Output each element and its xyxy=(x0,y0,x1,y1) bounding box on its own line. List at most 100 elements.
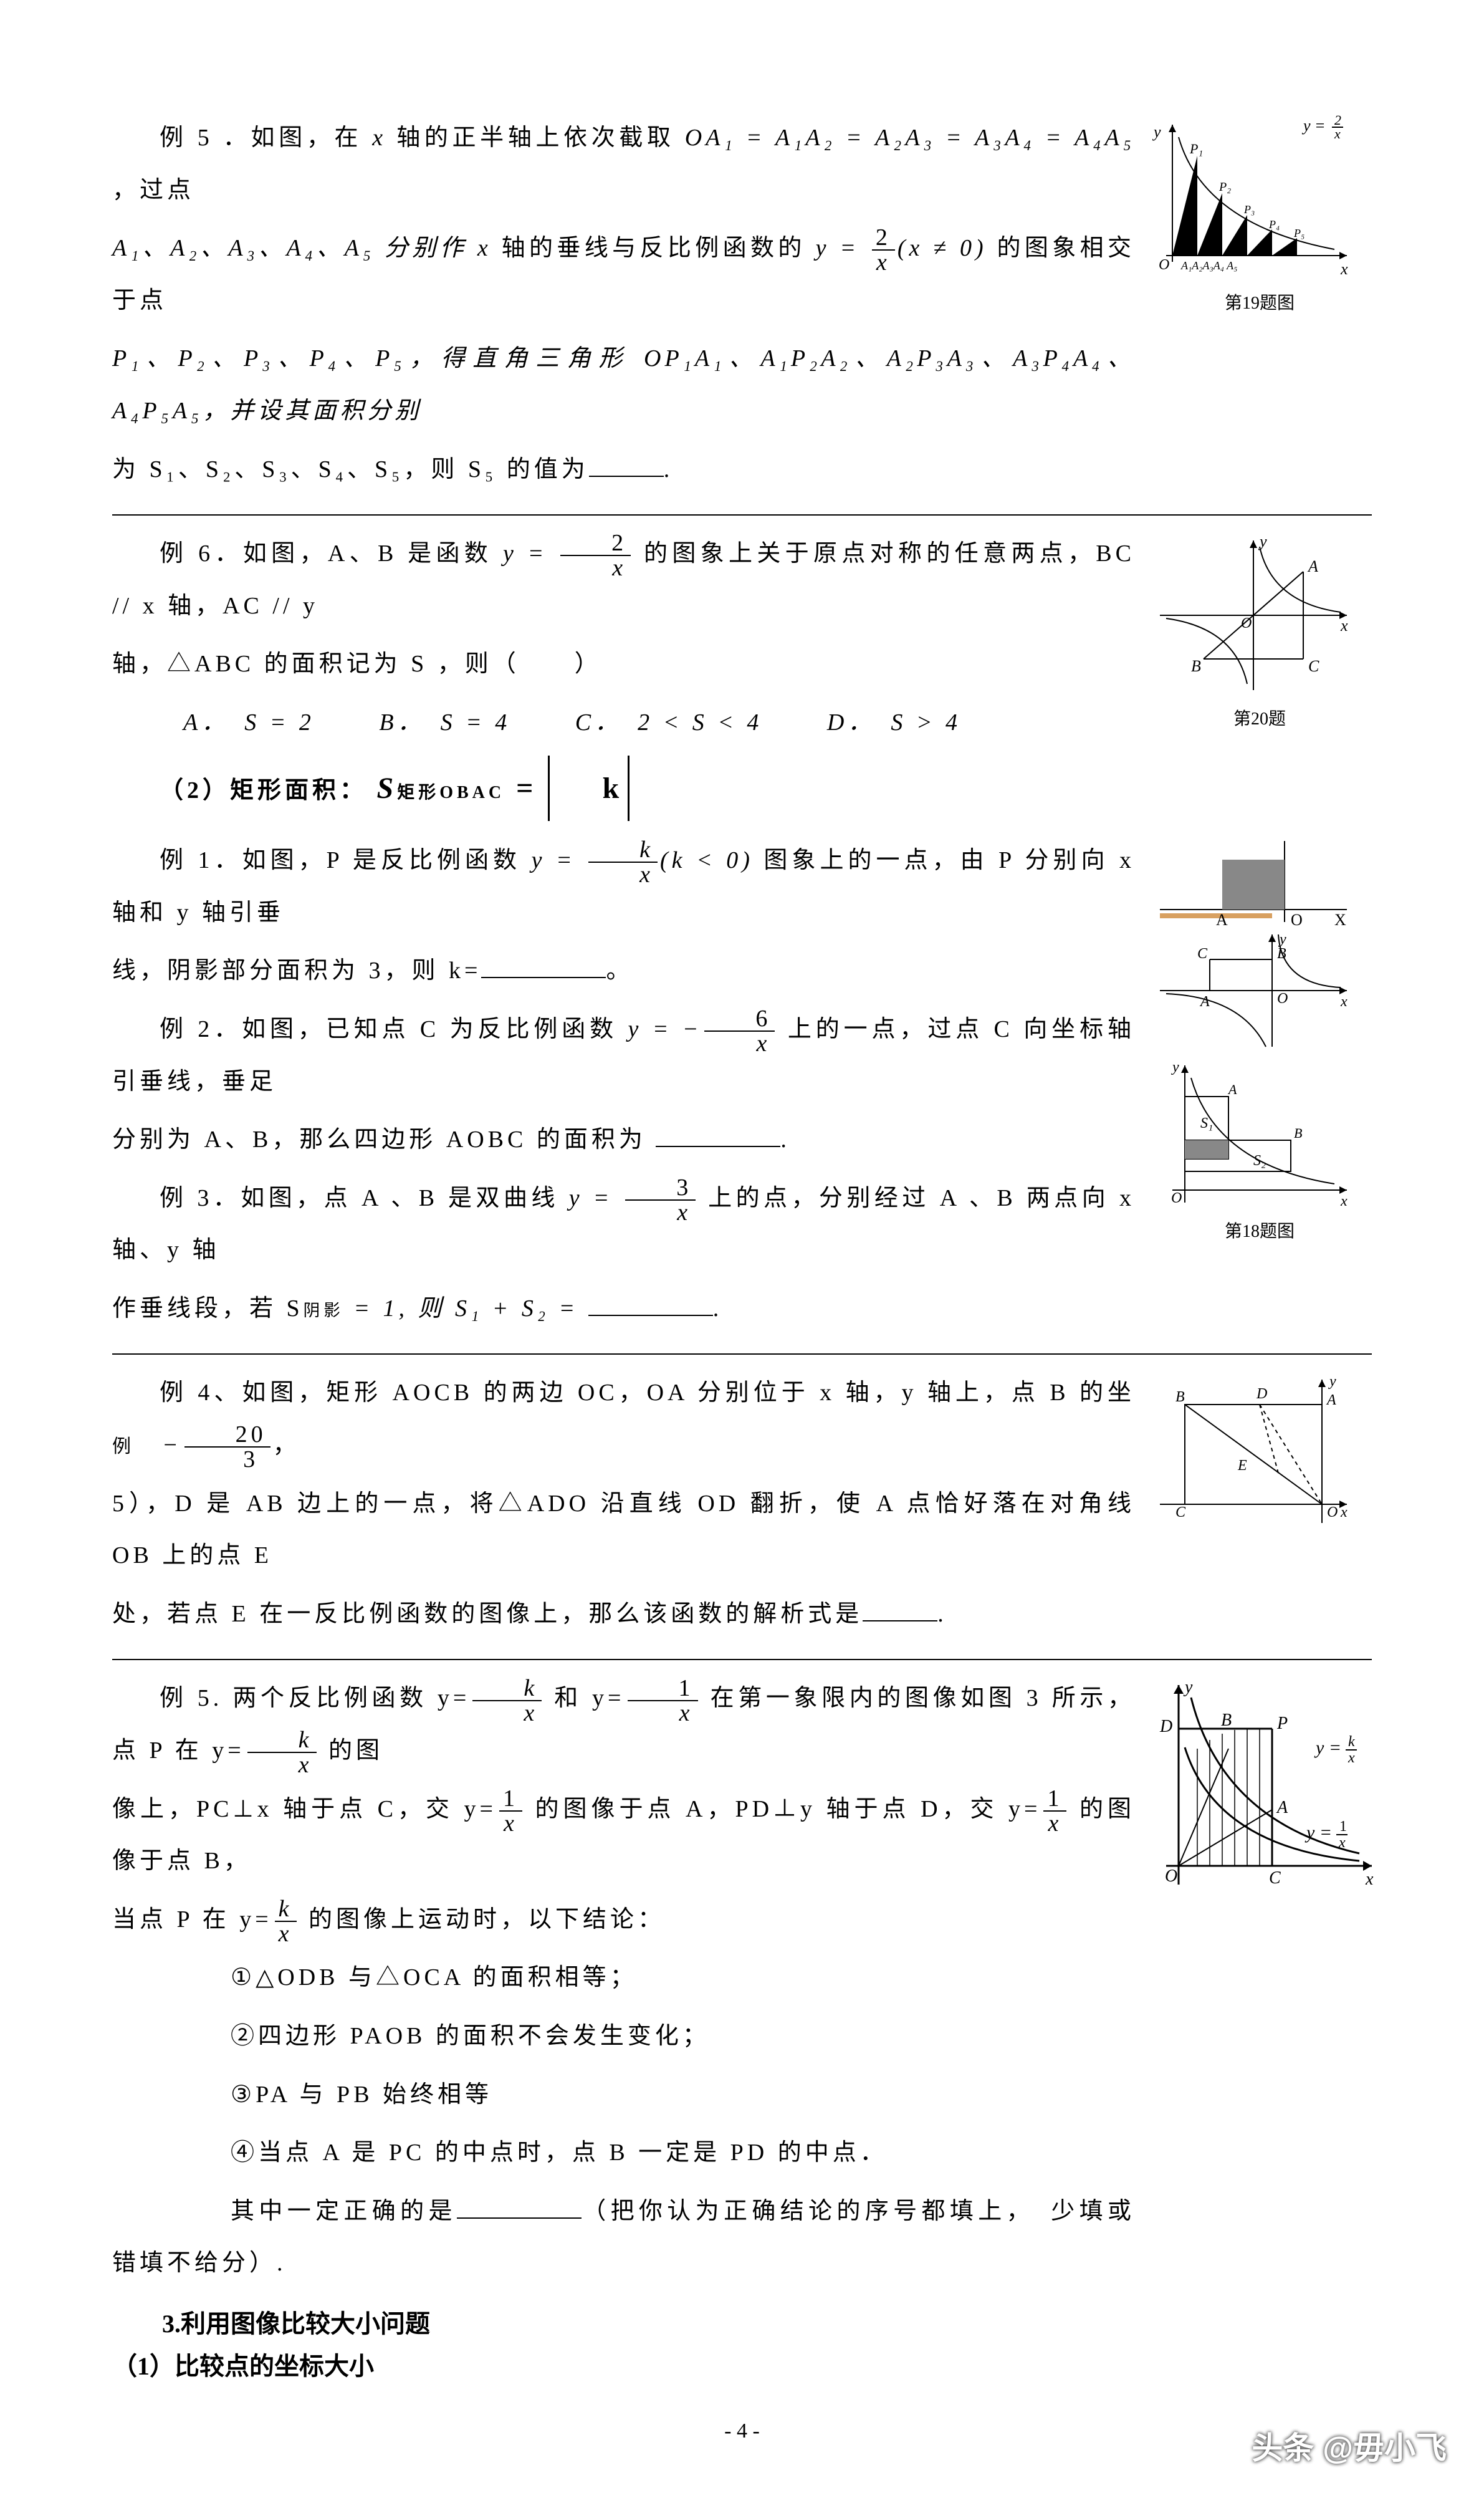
t: 和 y= xyxy=(544,1685,625,1711)
ex6-line2: 轴，△ABC 的面积记为 S ，则（ ） xyxy=(112,638,1135,691)
t: 例 5 ．如图，在 xyxy=(160,125,372,151)
svg-text:x: x xyxy=(1340,1193,1348,1209)
ex5-line4: 为 S₁、S₂、S₃、S₄、S₅，则 S₅ 的值为. xyxy=(112,444,1135,496)
n: k xyxy=(588,838,658,863)
d: x xyxy=(275,1922,297,1946)
ex5-line3: P₁、P₂、P₃、P₄、P₅，得直角三角形 OP₁A₁、A₁P₂A₂、A₂P₃A… xyxy=(112,333,1135,437)
t: 例 5. 两个反比例函数 y= xyxy=(160,1685,470,1711)
t: = 1, 则 S₁ + S₂ = xyxy=(344,1295,588,1322)
t: 处，若点 E 在一反比例函数的图像上，那么该函数的解析式是 xyxy=(112,1601,863,1627)
svg-text:A₁A₂A₃A₄ A₅: A₁A₂A₃A₄ A₅ xyxy=(1180,259,1237,272)
t: （2）矩形面积： xyxy=(160,777,367,804)
svg-text:x: x xyxy=(1340,260,1348,278)
svg-text:S₁: S₁ xyxy=(1200,1115,1213,1131)
svg-text:A: A xyxy=(1216,911,1228,928)
section3-sub1: （1）比较点的坐标大小 xyxy=(112,2346,1372,2382)
svg-text:A: A xyxy=(1307,557,1318,575)
t: 的图像上运动时，以下结论： xyxy=(299,1906,666,1933)
svg-text:O: O xyxy=(1165,1866,1177,1886)
svg-text:k: k xyxy=(1348,1734,1355,1750)
svg-text:X: X xyxy=(1334,911,1346,928)
n: 20 xyxy=(184,1423,270,1448)
t: = xyxy=(505,772,548,805)
t: . xyxy=(713,1295,723,1322)
d: 3 xyxy=(184,1448,270,1471)
d: x xyxy=(628,1701,698,1725)
rect-text: 例 1．如图，P 是反比例函数 y = kx(k < 0) 图象上的一点，由 P… xyxy=(112,835,1135,1341)
t: 分别为 A、B，那么四边形 AOBC 的面积为 xyxy=(112,1126,656,1153)
fig20-caption: 第20题 xyxy=(1147,705,1372,730)
ex5-line1: 例 5 ．如图，在 x 轴的正半轴上依次截取 OA₁ = A₁A₂ = A₂A₃… xyxy=(112,112,1135,216)
svg-text:x: x xyxy=(1338,1835,1346,1851)
svg-text:y =: y = xyxy=(1301,117,1326,135)
n: 2 xyxy=(560,531,631,556)
section3-title: 3.利用图像比较大小问题 xyxy=(112,2303,1372,2340)
svg-text:P₃: P₃ xyxy=(1243,203,1255,216)
t: P₁、P₂、P₃、P₄、P₅，得直角三角形 OP₁A₁、A₁P₂A₂、A₂P₃A… xyxy=(112,345,1135,424)
svg-text:y: y xyxy=(1258,532,1267,550)
blank xyxy=(588,1295,713,1316)
fig18-caption: 第18题图 xyxy=(1147,1218,1372,1242)
t: y = xyxy=(532,847,586,873)
n: 6 xyxy=(704,1007,775,1032)
t: − xyxy=(162,1432,182,1458)
separator-3 xyxy=(112,1659,1372,1660)
blank xyxy=(481,957,606,978)
t: 的图 xyxy=(319,1737,384,1764)
eq: OA₁ = A₁A₂ = A₂A₃ = A₃A₄ = A₄A₅ xyxy=(685,125,1135,151)
t: . xyxy=(780,1126,790,1153)
rect-ex5-conc: 其中一定正确的是（把你认为正确结论的序号都填上， 少填或错填不给分）. xyxy=(112,2186,1135,2290)
svg-text:O: O xyxy=(1327,1504,1338,1520)
d: x xyxy=(499,1812,522,1835)
t: y = xyxy=(569,1185,623,1211)
example-6-row: 例 6．如图，A、B 是函数 y = 2x 的图象上关于原点对称的任意两点，BC… xyxy=(112,528,1372,827)
svg-text:P₅: P₅ xyxy=(1293,227,1304,239)
rect-ex5-text: 例 5. 两个反比例函数 y=kx 和 y=1x 在第一象限内的图像如图 3 所… xyxy=(112,1673,1135,2296)
n: 1 xyxy=(628,1676,698,1701)
d: x xyxy=(625,1201,696,1224)
rect-examples-row: 例 1．如图，P 是反比例函数 y = kx(k < 0) 图象上的一点，由 P… xyxy=(112,835,1372,1341)
sub: 阴影 xyxy=(304,1301,344,1320)
t: . xyxy=(937,1601,947,1627)
separator xyxy=(112,514,1372,516)
rect-ex3-l2: 作垂线段，若 S阴影 = 1, 则 S₁ + S₂ = . xyxy=(112,1283,1135,1335)
watermark: 头条 @毋小飞 xyxy=(1252,2423,1447,2468)
rect-ex4-l3: 处，若点 E 在一反比例函数的图像上，那么该函数的解析式是. xyxy=(112,1588,1135,1641)
t: 例 4、如图，矩形 AOCB 的两边 OC，OA 分别位于 x 轴，y 轴上，点… xyxy=(160,1380,1135,1406)
d: x xyxy=(588,863,658,886)
rect-ex5-row: 例 5. 两个反比例函数 y=kx 和 y=1x 在第一象限内的图像如图 3 所… xyxy=(112,1673,1372,2296)
optD: D． S > 4 xyxy=(827,709,961,736)
svg-text:S₂: S₂ xyxy=(1253,1153,1266,1169)
svg-text:C: C xyxy=(1269,1868,1281,1888)
svg-text:B: B xyxy=(1221,1711,1232,1730)
n: k xyxy=(247,1728,317,1753)
svg-text:1: 1 xyxy=(1339,1818,1347,1835)
rect-ex3: 例 3．如图，点 A 、B 是双曲线 y = 3x 上的点，分别经过 A 、B … xyxy=(112,1173,1135,1277)
svg-text:x: x xyxy=(1340,1504,1348,1520)
t: A₁、A₂、A₃、A₄、A₅ 分别作 xyxy=(112,235,477,261)
rect-ex1-l2: 线，阴影部分面积为 3，则 k= 。 xyxy=(112,945,1135,997)
svg-text:C: C xyxy=(1197,946,1208,962)
t: 线，阴影部分面积为 3，则 k= xyxy=(112,958,481,984)
svg-text:A: A xyxy=(1276,1798,1288,1817)
svg-text:y: y xyxy=(1171,1059,1179,1075)
svg-text:y =: y = xyxy=(1304,1822,1332,1843)
t: 作垂线段，若 S xyxy=(112,1295,304,1322)
t: 例 xyxy=(112,1436,135,1457)
t: 轴的垂线与反比例函数的 xyxy=(492,235,816,261)
fig-rect2: y x C B A O xyxy=(1147,928,1359,1053)
t: 例 2．如图，已知点 C 为反比例函数 xyxy=(160,1016,628,1042)
rect-ex5-l3: 当点 P 在 y=kx 的图像上运动时，以下结论： xyxy=(112,1894,1135,1946)
svg-text:P₄: P₄ xyxy=(1268,218,1280,231)
item1: ①△ODB 与△OCA 的面积相等； xyxy=(112,1952,1135,2004)
fig-ex5-col: y x O D B P A C y = k x y = 1 xyxy=(1135,1673,1372,1897)
n: 1 xyxy=(1043,1787,1066,1812)
t: 像上，PC⊥x 轴于点 C，交 y= xyxy=(112,1796,497,1822)
optB: B． S = 4 xyxy=(379,709,510,736)
t: 。 xyxy=(606,958,633,984)
n: k xyxy=(472,1676,542,1701)
rect-figs: A O X y x C B A O y x xyxy=(1135,835,1372,1242)
blank xyxy=(589,455,664,476)
t: 例 3．如图，点 A 、B 是双曲线 xyxy=(160,1185,569,1211)
d: x xyxy=(472,1701,542,1725)
